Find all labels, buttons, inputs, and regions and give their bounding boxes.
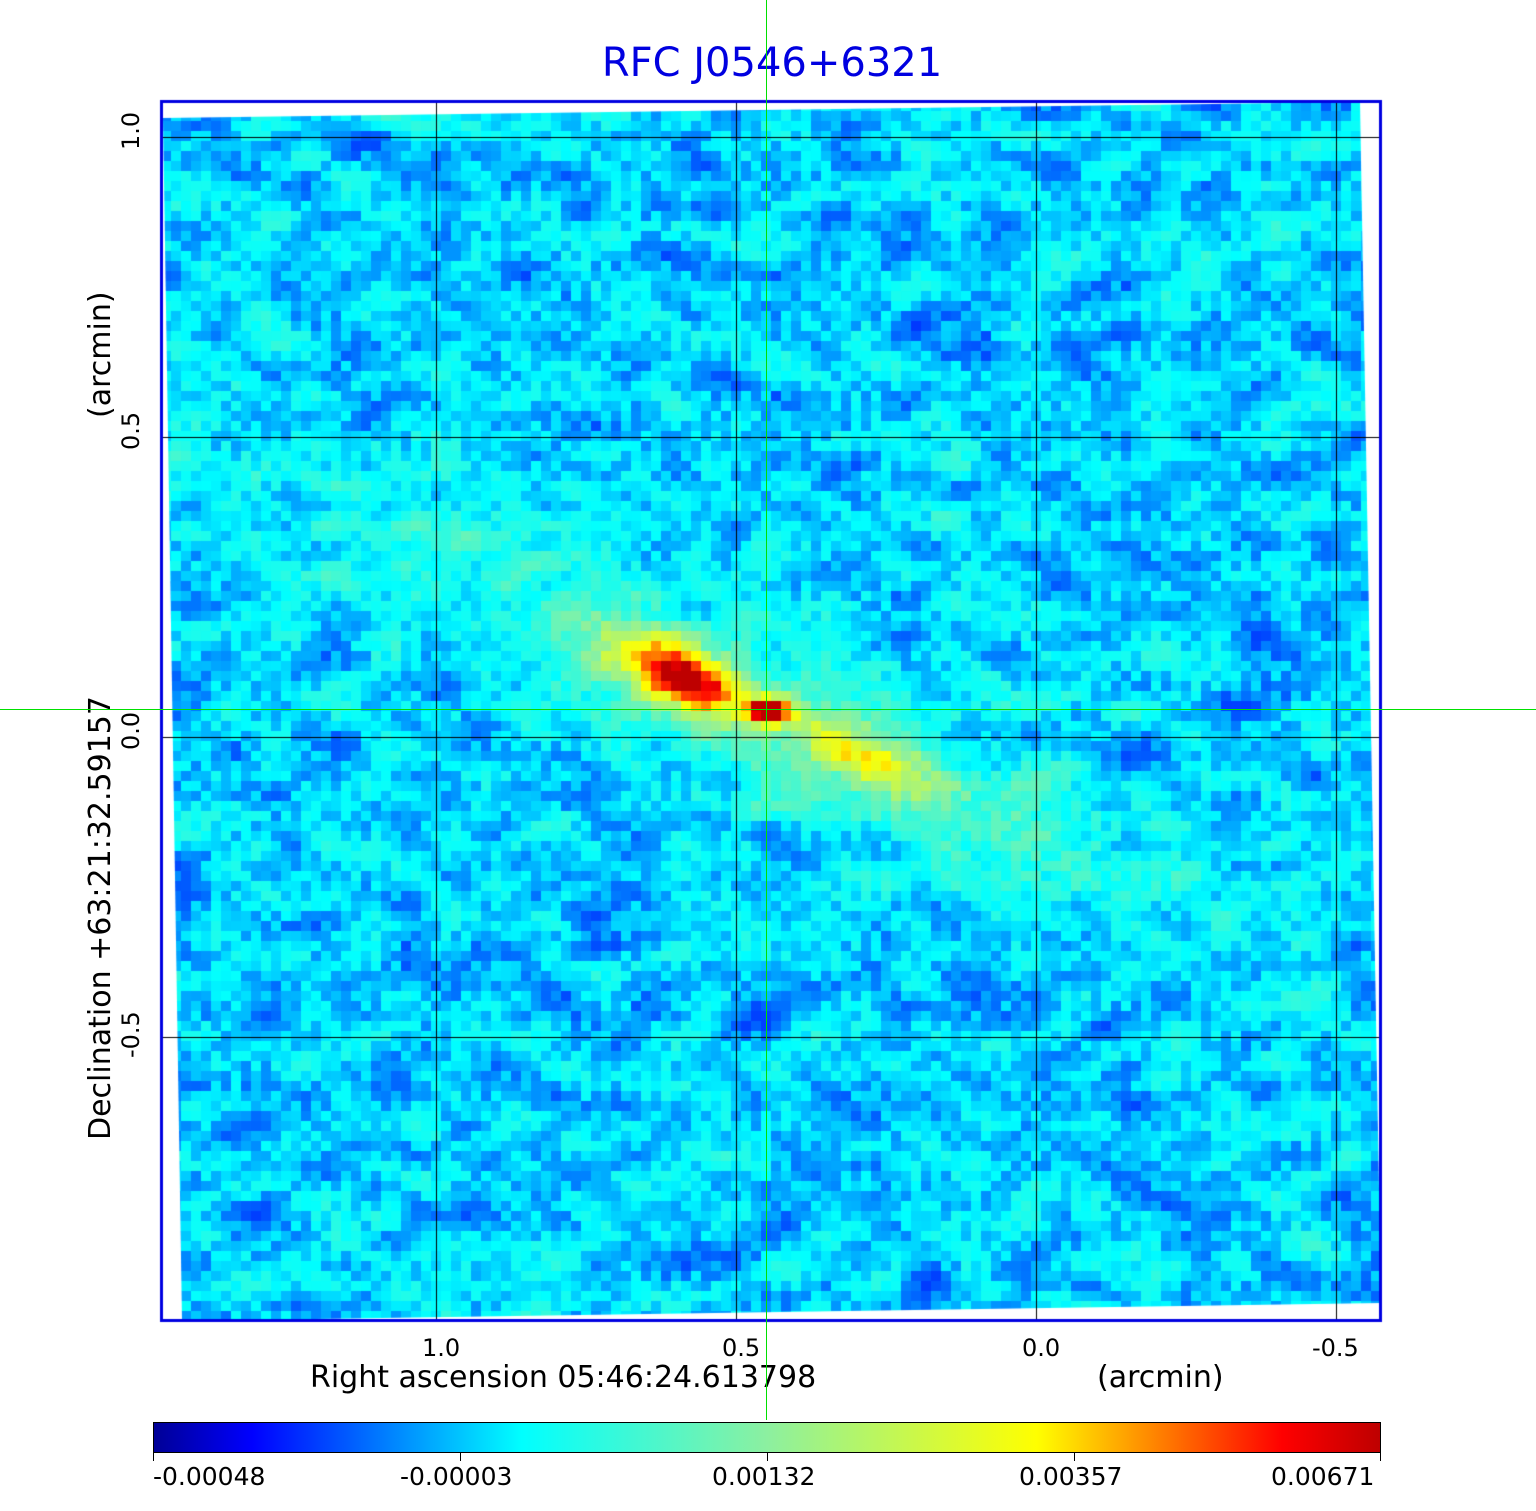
colorbar-tick — [1380, 1453, 1381, 1461]
y-axis-label: Declination +63:21:32.59157 — [83, 696, 118, 1140]
chart-title: RFC J0546+6321 — [601, 40, 943, 86]
x-axis-label: Right ascension 05:46:24.613798 — [310, 1360, 817, 1395]
x-axis-unit: (arcmin) — [1097, 1360, 1224, 1395]
x-tick-label: 0.5 — [722, 1334, 761, 1362]
colorbar-tick — [1074, 1453, 1075, 1461]
colorbar-label: -0.00048 — [153, 1462, 266, 1491]
y-axis-unit: (arcmin) — [83, 291, 118, 418]
x-tick-label: -0.5 — [1312, 1334, 1359, 1362]
colorbar-tick — [460, 1453, 461, 1461]
colorbar-tick — [153, 1453, 154, 1461]
crosshair-vertical — [766, 0, 767, 1420]
colorbar-label: 0.00671 — [1271, 1462, 1375, 1491]
colorbar-label: -0.00003 — [400, 1462, 513, 1491]
heatmap-image — [0, 0, 1536, 1420]
colorbar-label: 0.00357 — [1019, 1462, 1123, 1491]
colorbar-tick — [767, 1453, 768, 1461]
y-tick-label: 0.0 — [117, 711, 145, 750]
colorbar-label: 0.00132 — [712, 1462, 816, 1491]
x-tick-label: 0.0 — [1022, 1334, 1061, 1362]
crosshair-horizontal — [0, 709, 1536, 710]
y-tick-label: 1.0 — [117, 111, 145, 150]
y-tick-label: 0.5 — [117, 411, 145, 450]
colorbar — [153, 1422, 1381, 1453]
x-tick-label: 1.0 — [422, 1334, 461, 1362]
y-tick-label: -0.5 — [117, 1011, 145, 1058]
